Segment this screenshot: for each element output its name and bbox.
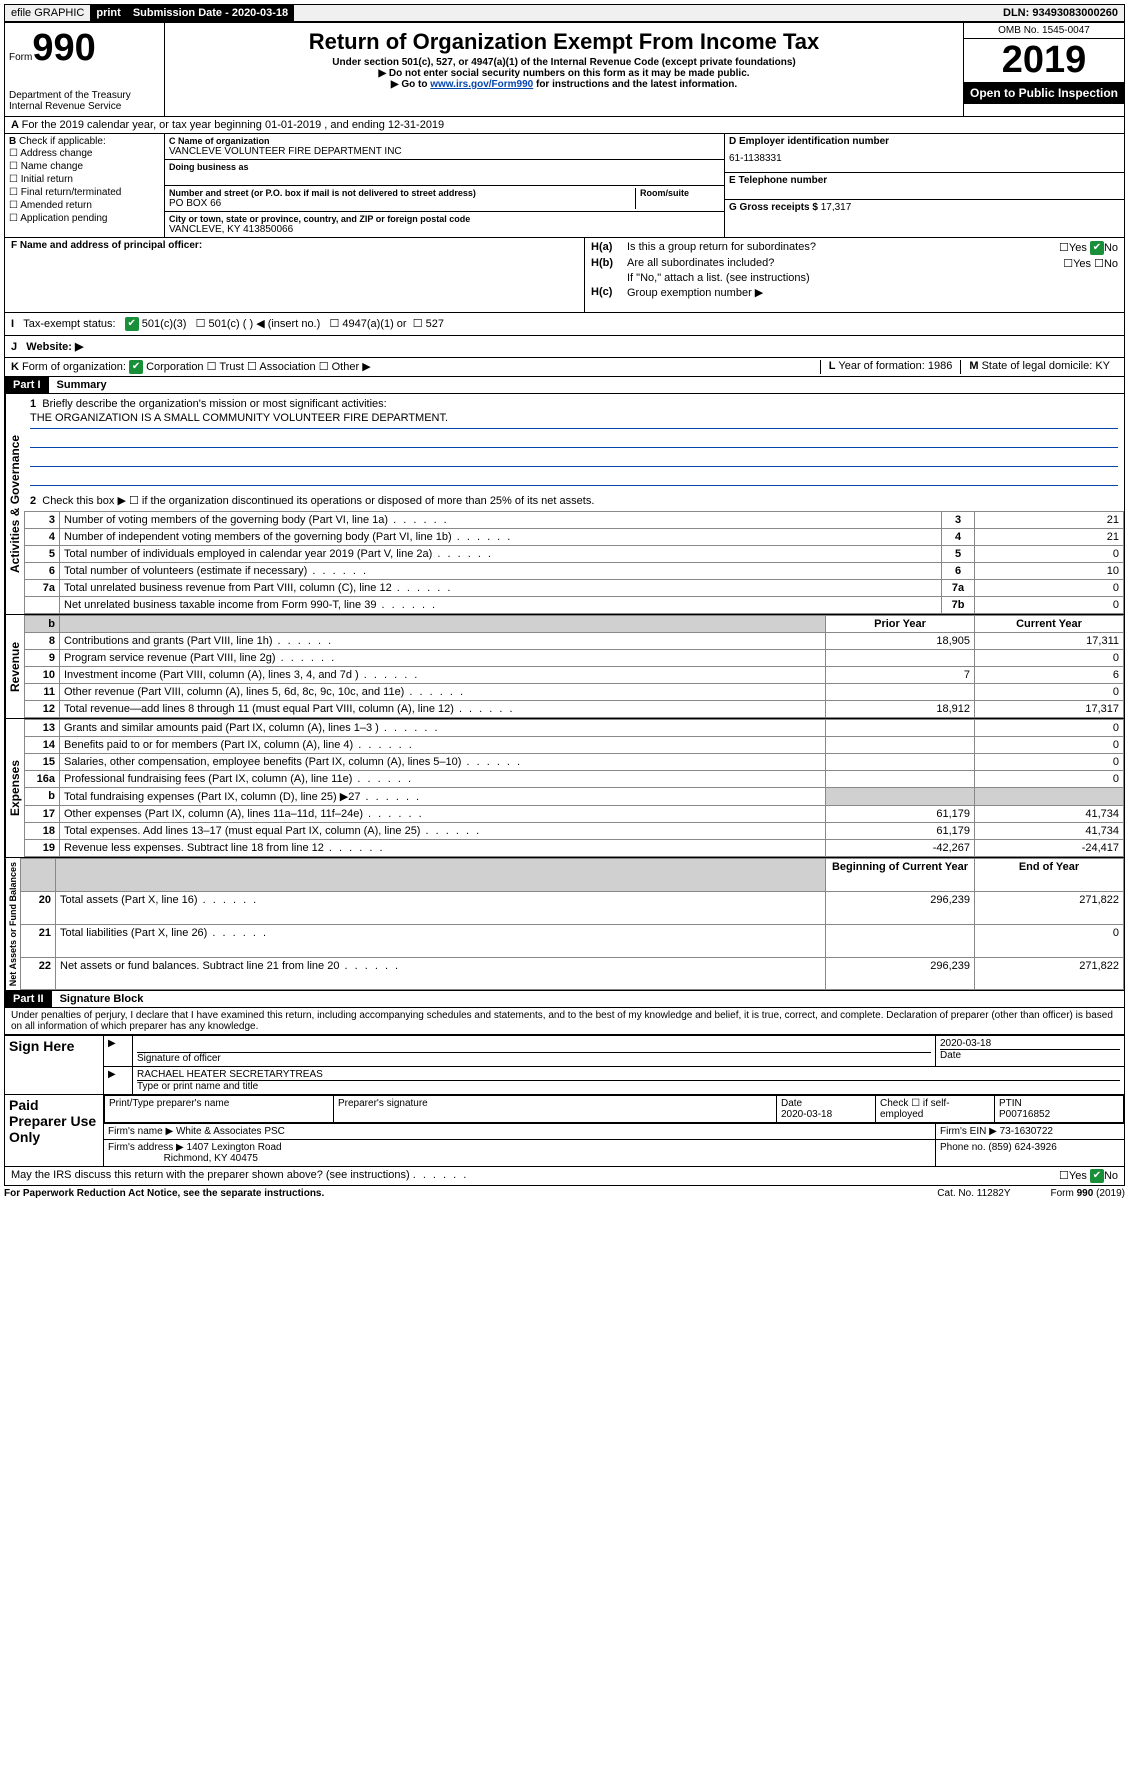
section-b: B Check if applicable: ☐ Address change … bbox=[5, 134, 165, 237]
section-a: A For the 2019 calendar year, or tax yea… bbox=[4, 117, 1125, 134]
efile-label: efile GRAPHIC bbox=[5, 5, 90, 21]
principal-officer: F Name and address of principal officer: bbox=[5, 238, 585, 312]
governance-table: 3Number of voting members of the governi… bbox=[24, 511, 1124, 614]
checkmark-icon: ✔ bbox=[1090, 241, 1104, 255]
subtitle-2: Do not enter social security numbers on … bbox=[169, 68, 959, 79]
section-j: J Website: ▶ bbox=[4, 336, 1125, 358]
revenue-label: Revenue bbox=[5, 615, 24, 718]
expenses-table: 13Grants and similar amounts paid (Part … bbox=[24, 719, 1124, 857]
print-button[interactable]: print bbox=[90, 5, 126, 21]
part-1-header: Part I Summary bbox=[4, 377, 1125, 394]
section-c: C Name of organization VANCLEVE VOLUNTEE… bbox=[165, 134, 725, 237]
year-box: OMB No. 1545-0047 2019 Open to Public In… bbox=[964, 23, 1124, 116]
open-to-public: Open to Public Inspection bbox=[964, 82, 1124, 104]
omb-number: OMB No. 1545-0047 bbox=[964, 23, 1124, 39]
subtitle-1: Under section 501(c), 527, or 4947(a)(1)… bbox=[169, 57, 959, 68]
form-number-box: Form990 Department of the Treasury Inter… bbox=[5, 23, 165, 116]
revenue-table: bPrior YearCurrent Year8Contributions an… bbox=[24, 615, 1124, 718]
submission-date: Submission Date - 2020-03-18 bbox=[127, 5, 294, 21]
netassets-table: Beginning of Current YearEnd of Year20To… bbox=[20, 858, 1124, 990]
subtitle-3: Go to www.irs.gov/Form990 for instructio… bbox=[169, 79, 959, 90]
title-box: Return of Organization Exempt From Incom… bbox=[165, 23, 964, 116]
expenses-label: Expenses bbox=[5, 719, 24, 857]
gross-receipts: 17,317 bbox=[821, 202, 852, 213]
governance-label: Activities & Governance bbox=[5, 394, 24, 614]
section-i: I Tax-exempt status: ✔ 501(c)(3) ☐ 501(c… bbox=[4, 313, 1125, 336]
form-header: Form990 Department of the Treasury Inter… bbox=[4, 22, 1125, 117]
checkmark-icon: ✔ bbox=[125, 317, 139, 331]
instructions-link[interactable]: www.irs.gov/Form990 bbox=[430, 79, 533, 90]
netassets-label: Net Assets or Fund Balances bbox=[5, 858, 20, 990]
top-bar: efile GRAPHIC print Submission Date - 20… bbox=[4, 4, 1125, 22]
form-title: Return of Organization Exempt From Incom… bbox=[169, 29, 959, 55]
discuss-row: May the IRS discuss this return with the… bbox=[4, 1167, 1125, 1186]
section-k-l-m: K Form of organization: ✔ Corporation ☐ … bbox=[4, 358, 1125, 377]
checkmark-icon: ✔ bbox=[1090, 1169, 1104, 1183]
dln: DLN: 93493083000260 bbox=[997, 5, 1124, 21]
entity-info-grid: B Check if applicable: ☐ Address change … bbox=[4, 134, 1125, 238]
ein: 61-1138331 bbox=[729, 147, 1120, 170]
mission-text: THE ORGANIZATION IS A SMALL COMMUNITY VO… bbox=[30, 410, 1118, 429]
section-d-e-g: D Employer identification number 61-1138… bbox=[725, 134, 1124, 237]
tax-year: 2019 bbox=[964, 39, 1124, 82]
footer: For Paperwork Reduction Act Notice, see … bbox=[4, 1186, 1125, 1201]
part-2-header: Part II Signature Block bbox=[4, 991, 1125, 1008]
dept-label: Department of the Treasury Internal Reve… bbox=[9, 90, 160, 112]
signature-table: Sign Here ▶ Signature of officer 2020-03… bbox=[4, 1035, 1125, 1167]
checkmark-icon: ✔ bbox=[129, 360, 143, 374]
perjury-statement: Under penalties of perjury, I declare th… bbox=[4, 1008, 1125, 1035]
org-name: VANCLEVE VOLUNTEER FIRE DEPARTMENT INC bbox=[169, 146, 720, 157]
section-h: H(a) Is this a group return for subordin… bbox=[585, 238, 1124, 312]
org-city: VANCLEVE, KY 413850066 bbox=[169, 224, 720, 235]
org-address: PO BOX 66 bbox=[169, 198, 635, 209]
section-f-h: F Name and address of principal officer:… bbox=[4, 238, 1125, 313]
